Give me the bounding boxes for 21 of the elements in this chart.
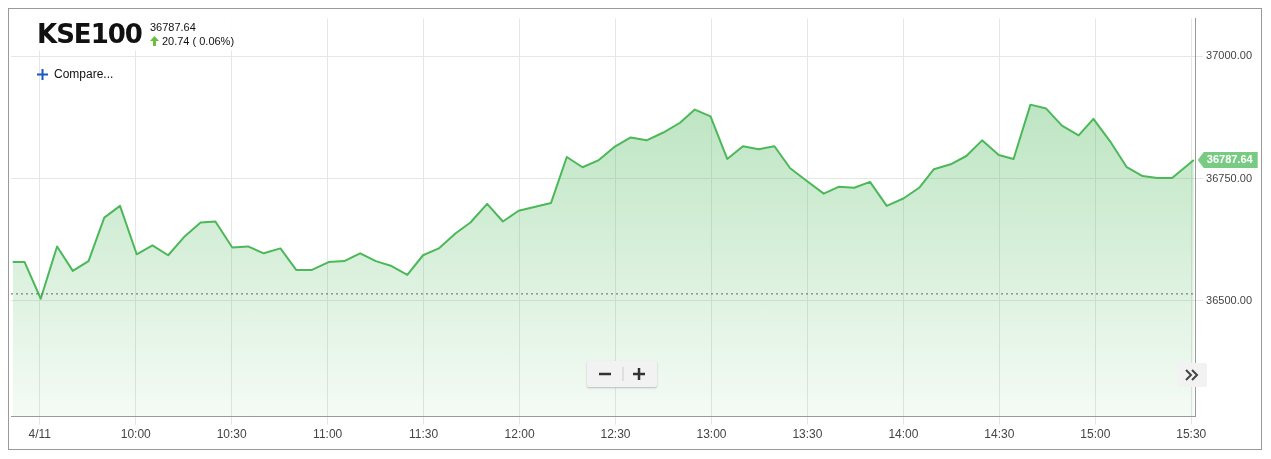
x-tick-label: 15:30	[1176, 427, 1207, 442]
x-tick-label: 12:00	[504, 427, 535, 442]
x-tick-label: 13:30	[792, 427, 823, 442]
x-tick-label: 14:30	[984, 427, 1015, 442]
x-tick-label: 11:00	[313, 427, 343, 442]
x-tick-label: 4/11	[28, 427, 52, 442]
annotation: 20.74 ( 0.06%)	[161, 34, 235, 48]
annotation: 36787.64	[1206, 153, 1254, 166]
chart-title: KSE100	[37, 19, 142, 49]
annotation: Compare...	[54, 67, 114, 81]
x-tick-label: 13:00	[696, 427, 727, 442]
x-tick-label: 15:00	[1080, 427, 1111, 442]
x-tick-label: 11:30	[409, 427, 439, 442]
chart-subtitle: 36787.64	[149, 20, 197, 34]
x-tick-label: 10:30	[216, 427, 248, 442]
x-tick-label: 12:30	[600, 427, 631, 442]
y-tick-label: 36500.00	[1206, 293, 1253, 306]
y-tick-label: 37000.00	[1206, 49, 1253, 62]
x-tick-label: 10:00	[120, 427, 152, 442]
y-tick-label: 36750.00	[1206, 171, 1253, 184]
x-tick-label: 14:00	[888, 427, 919, 442]
